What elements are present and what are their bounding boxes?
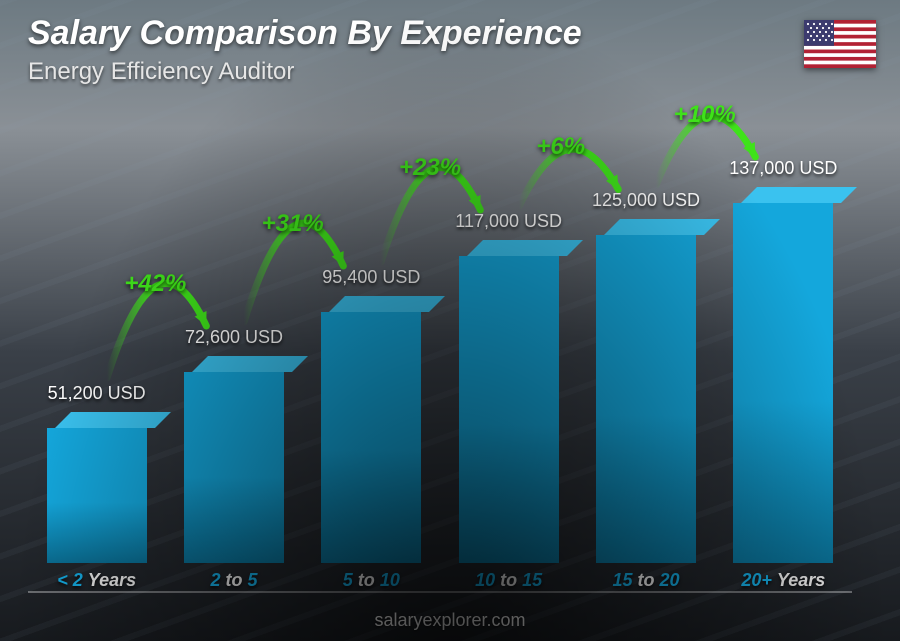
delta-label: +10% — [674, 101, 736, 129]
bar-front-face — [184, 372, 284, 563]
category-label-highlight: < 2 — [57, 570, 88, 590]
baseline-divider — [28, 591, 852, 593]
page-title: Salary Comparison By Experience — [28, 14, 582, 53]
bar-value-label: 125,000 USD — [592, 190, 700, 211]
category-label-dim: Years — [88, 570, 136, 590]
category-label: < 2 Years — [28, 570, 165, 591]
bar — [321, 296, 421, 563]
category-label: 10 to 15 — [440, 570, 577, 591]
bar-top-face — [329, 296, 445, 312]
delta-label: +42% — [124, 270, 186, 298]
bar-slot: 72,600 USD 2 to 5 — [165, 100, 302, 593]
bar — [596, 219, 696, 563]
category-label-highlight: 15 — [522, 570, 542, 590]
bar — [733, 187, 833, 563]
page-subtitle: Energy Efficiency Auditor — [28, 58, 294, 86]
category-label: 2 to 5 — [165, 570, 302, 591]
bar-front-face — [596, 235, 696, 563]
delta-label: +23% — [399, 154, 461, 182]
bar-top-face — [467, 240, 583, 256]
us-flag-icon — [804, 20, 876, 68]
delta-label: +31% — [262, 210, 324, 238]
bar-top-face — [192, 356, 308, 372]
bar-front-face — [321, 312, 421, 563]
bar-front-face — [733, 203, 833, 563]
category-label-highlight: 10 — [475, 570, 495, 590]
bar-top-face — [604, 219, 720, 235]
footer-site: salaryexplorer.com — [0, 610, 900, 631]
salary-bar-chart: 51,200 USD < 2 Years 72,600 USD 2 to 5 95,40… — [28, 100, 852, 593]
category-label-dim: to — [495, 570, 522, 590]
bar-slot: 125,000 USD 15 to 20 — [577, 100, 714, 593]
bar — [47, 412, 147, 563]
category-label-highlight: 10 — [380, 570, 400, 590]
bar — [184, 356, 284, 563]
bar-front-face — [47, 428, 147, 563]
category-label: 5 to 10 — [303, 570, 440, 591]
bar-value-label: 95,400 USD — [322, 267, 420, 288]
category-label-highlight: 15 — [612, 570, 632, 590]
bar-top-face — [741, 187, 857, 203]
category-label-highlight: 5 — [343, 570, 353, 590]
infographic-stage: Salary Comparison By Experience Energy E… — [0, 0, 900, 641]
bar-slot: 51,200 USD < 2 Years — [28, 100, 165, 593]
bar-value-label: 51,200 USD — [48, 383, 146, 404]
bar-slot: 137,000 USD 20+ Years — [715, 100, 852, 593]
category-label-highlight: 20 — [659, 570, 679, 590]
bar-value-label: 137,000 USD — [729, 158, 837, 179]
category-label-dim: to — [220, 570, 247, 590]
bar-front-face — [459, 256, 559, 563]
delta-label: +6% — [536, 133, 585, 161]
bar-value-label: 72,600 USD — [185, 327, 283, 348]
category-label-dim: Years — [777, 570, 825, 590]
category-label: 15 to 20 — [577, 570, 714, 591]
category-label-highlight: 20+ — [741, 570, 777, 590]
category-label-highlight: 2 — [210, 570, 220, 590]
bar-value-label: 117,000 USD — [455, 211, 562, 232]
bar — [459, 240, 559, 563]
bar-top-face — [55, 412, 171, 428]
category-label: 20+ Years — [715, 570, 852, 591]
category-label-dim: to — [632, 570, 659, 590]
category-label-highlight: 5 — [247, 570, 257, 590]
category-label-dim: to — [353, 570, 380, 590]
